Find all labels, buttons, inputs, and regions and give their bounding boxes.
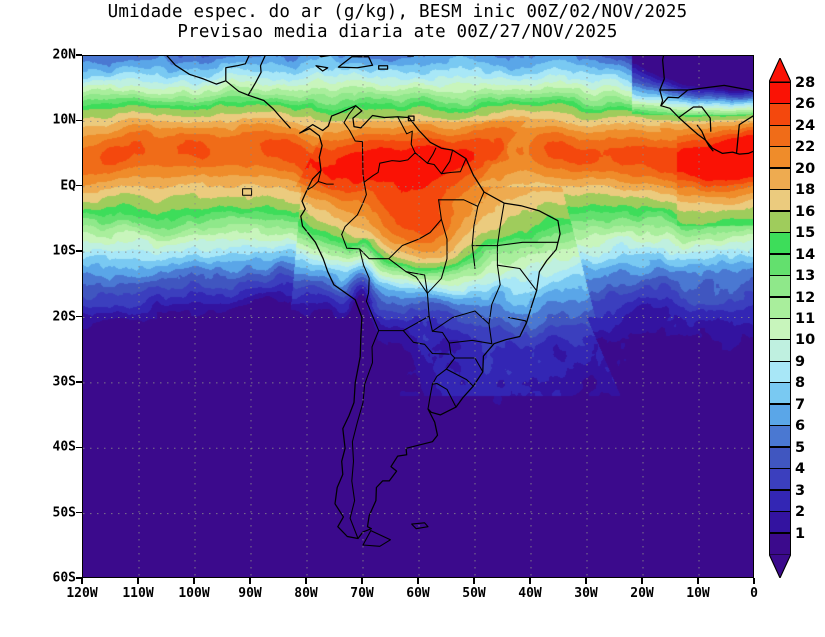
x-axis-tick	[529, 578, 531, 584]
colorbar-tick-label: 5	[795, 439, 806, 456]
x-axis-tick	[641, 578, 643, 584]
y-axis-tick	[76, 315, 82, 318]
x-axis-tick	[753, 578, 755, 584]
x-axis-label: 120W	[66, 586, 98, 601]
y-axis-tick	[76, 577, 82, 579]
colorbar: 28 26 24 22 20 18 16 15 14 13 12 11 10 9 8 7 6 5 4 3 2 1	[768, 56, 815, 580]
colorbar-tick-label: 15	[795, 225, 816, 242]
x-axis-tick	[305, 578, 307, 584]
y-axis-label: 10N	[52, 112, 76, 128]
x-axis-tick	[81, 578, 83, 584]
x-axis-tick	[249, 578, 251, 584]
y-axis-label: 20S	[52, 309, 76, 324]
y-axis-label: 30S	[52, 374, 76, 390]
colorbar-tick-label: 11	[795, 311, 816, 327]
colorbar-swatch	[769, 403, 791, 426]
colorbar-swatch	[769, 446, 791, 469]
colorbar-tick-label: 3	[795, 482, 806, 499]
colorbar-swatch	[769, 468, 791, 491]
colorbar-tick-label: 13	[795, 268, 816, 285]
colorbar-tick-label: 28	[795, 75, 816, 91]
colorbar-swatch	[769, 425, 791, 448]
x-axis-label: 60W	[406, 586, 430, 601]
colorbar-swatch	[769, 124, 791, 147]
colorbar-tick-label: 14	[795, 246, 816, 263]
colorbar-swatch	[769, 511, 791, 534]
x-axis-label: 20W	[630, 586, 654, 601]
title-line-1: Umidade espec. do ar (g/kg), BESM inic 0…	[107, 2, 688, 22]
y-axis-tick	[76, 185, 82, 187]
y-axis-tick	[76, 381, 82, 383]
x-axis-tick	[361, 578, 363, 584]
x-axis-tick	[697, 578, 699, 584]
y-axis-label: 10S	[52, 243, 76, 259]
colorbar-swatch	[769, 489, 791, 512]
colorbar-swatch	[769, 296, 791, 319]
colorbar-swatch	[769, 82, 791, 105]
x-axis-label: 10W	[686, 586, 710, 601]
y-axis-label: 50S	[52, 505, 76, 521]
x-axis-label: 110W	[122, 586, 154, 601]
colorbar-tick-label: 12	[795, 289, 816, 306]
colorbar-tick-label: 7	[795, 396, 806, 413]
x-axis-label: 0	[750, 586, 758, 601]
y-axis-tick	[76, 511, 82, 514]
x-axis-label: 50W	[462, 586, 486, 601]
x-axis-tick	[137, 578, 139, 584]
x-axis-label: 100W	[178, 586, 210, 601]
y-axis-label: 20N	[52, 47, 76, 63]
colorbar-tick-label: 18	[795, 182, 816, 199]
colorbar-swatch	[769, 275, 791, 298]
colorbar-swatch	[769, 167, 791, 190]
x-axis-label: 70W	[350, 586, 374, 601]
x-axis-tick	[585, 578, 587, 584]
x-axis-tick	[417, 578, 419, 584]
x-axis-label: 30W	[574, 586, 598, 601]
y-axis-label: EQ	[60, 178, 76, 194]
lat-lon-gridlines	[83, 56, 753, 577]
x-axis-label: 80W	[294, 586, 318, 601]
colorbar-swatch	[769, 339, 791, 362]
colorbar-swatch	[769, 318, 791, 341]
y-axis-tick	[76, 250, 82, 252]
x-axis-tick	[473, 578, 475, 584]
colorbar-tick-label: 22	[795, 139, 816, 156]
colorbar-swatch	[769, 532, 791, 555]
x-axis-label: 90W	[238, 586, 262, 601]
chart-title: Umidade espec. do ar (g/kg), BESM inic 0…	[0, 2, 795, 42]
colorbar-swatch	[769, 232, 791, 255]
y-axis-tick	[76, 446, 82, 448]
colorbar-swatch	[769, 382, 791, 405]
colorbar-tick-label: 16	[795, 203, 816, 220]
x-axis-label: 40W	[518, 586, 542, 601]
map-plot-area	[82, 55, 754, 578]
coastline-overlay	[166, 56, 753, 547]
colorbar-tick-label: 8	[795, 375, 806, 392]
colorbar-tick-label: 10	[795, 332, 816, 349]
colorbar-tick-label: 26	[795, 96, 816, 113]
colorbar-tick-label: 6	[795, 418, 806, 435]
y-axis-tick	[76, 54, 82, 56]
colorbar-swatch	[769, 210, 791, 233]
colorbar-swatch	[769, 189, 791, 212]
colorbar-swatch	[769, 253, 791, 276]
colorbar-tick-label: 24	[795, 117, 816, 134]
colorbar-swatch	[769, 146, 791, 169]
y-axis-tick	[76, 119, 82, 122]
colorbar-swatch	[769, 103, 791, 126]
title-line-2: Previsao media diaria ate 00Z/27/NOV/202…	[177, 22, 618, 42]
colorbar-tick-label: 4	[795, 461, 806, 478]
colorbar-tick-label: 20	[795, 160, 816, 177]
y-axis-label: 60S	[52, 570, 76, 586]
colorbar-max-arrow	[768, 56, 792, 83]
x-axis-tick	[193, 578, 195, 584]
colorbar-tick-label: 9	[795, 353, 806, 370]
colorbar-tick-label: 1	[795, 525, 806, 542]
colorbar-min-arrow	[768, 553, 792, 580]
colorbar-tick-label: 2	[795, 504, 806, 521]
colorbar-swatch	[769, 360, 791, 383]
y-axis-label: 40S	[52, 439, 76, 455]
